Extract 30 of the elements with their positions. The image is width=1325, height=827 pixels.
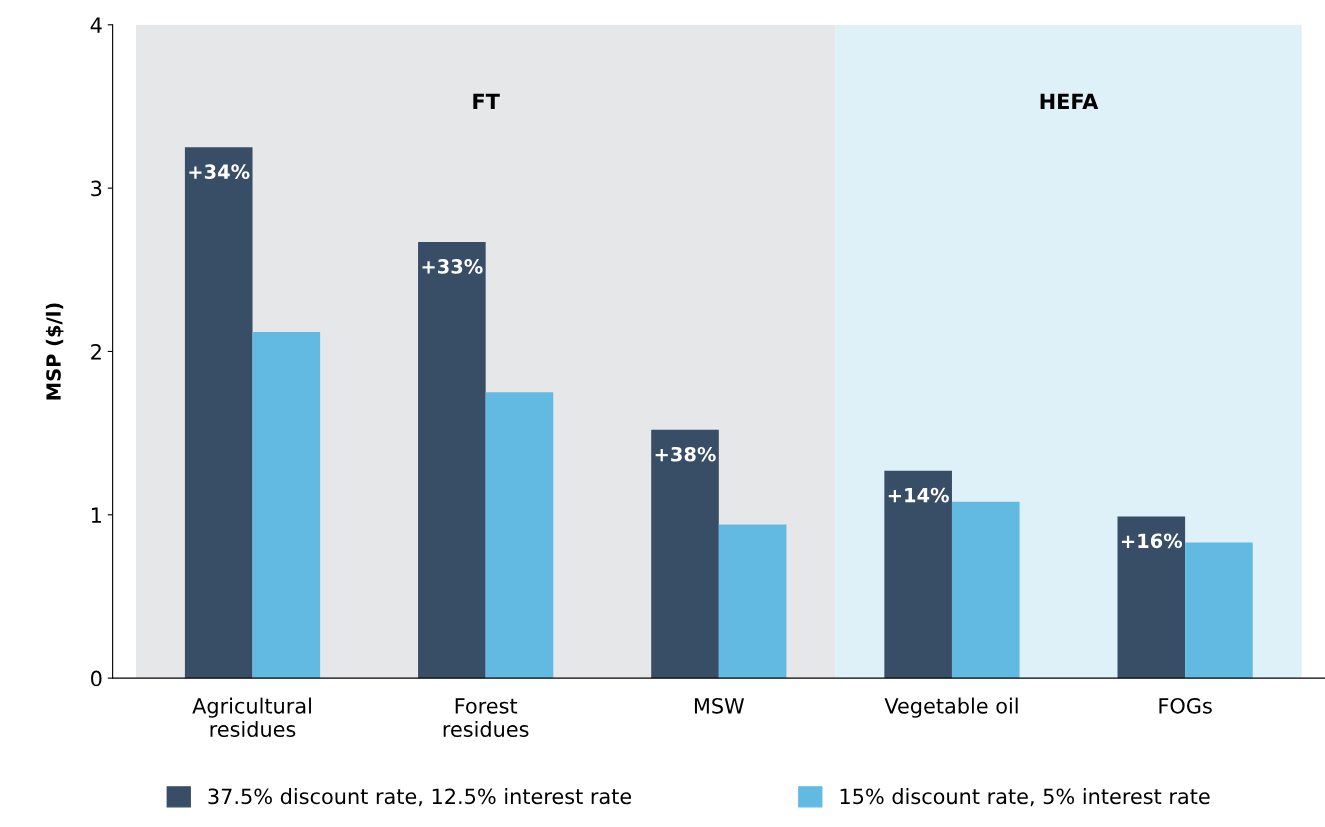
bar (252, 331, 321, 679)
band-label: FT (473, 93, 500, 109)
bar (184, 147, 253, 679)
y-tick-label: 3 (91, 180, 102, 197)
annotation: +14% (888, 487, 949, 503)
legend-label: 15% discount rate, 5% interest rate (840, 788, 1210, 807)
y-tick-label: 1 (91, 507, 101, 523)
y-tick-label: 2 (91, 343, 101, 360)
bar (651, 429, 719, 679)
x-tick-label: Agricultural residues (192, 697, 311, 738)
bar (718, 524, 787, 679)
annotation: +34% (189, 164, 250, 180)
band-label: HEFA (1040, 93, 1099, 109)
bar (1117, 516, 1186, 679)
y-tick-label: 0 (91, 670, 102, 687)
bar (485, 392, 554, 679)
x-tick-label: Vegetable oil (884, 697, 1018, 718)
annotation: +33% (422, 259, 483, 274)
legend-label: 37.5% discount rate, 12.5% interest rate (208, 788, 632, 807)
bar (1185, 542, 1253, 679)
bar (418, 242, 486, 679)
annotation: +38% (655, 446, 716, 462)
x-tick-label: Forest residues (443, 698, 529, 738)
bar (884, 470, 952, 679)
bar (951, 501, 1020, 679)
y-tick-label: 4 (90, 17, 102, 33)
annotation: +16% (1121, 533, 1183, 549)
x-tick-label: FOGs (1159, 697, 1212, 714)
y-axis-title: MSP ($/l) (45, 303, 64, 400)
x-tick-label: MSW (694, 697, 745, 714)
